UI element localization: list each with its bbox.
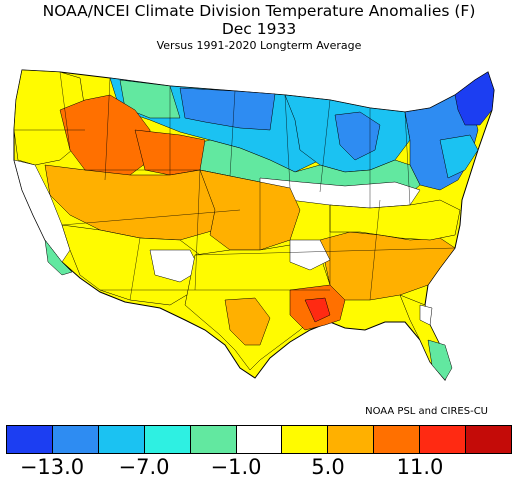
region-texas-central [224,297,271,346]
region-delta [304,297,331,323]
scale-label-2: −1.0 [210,455,262,479]
region-georgia-coast [419,304,433,326]
scale-swatch-4 [190,426,237,453]
region-southeast [319,231,456,301]
region-southwest [61,224,201,306]
scale-swatch-0 [7,426,53,453]
region-appalachia [329,199,461,241]
map-title: NOAA/NCEI Climate Division Temperature A… [42,2,476,20]
scale-label-3: 5.0 [311,455,345,479]
color-scale-bar [6,425,512,454]
scale-swatch-5 [236,426,283,453]
scale-swatch-2 [98,426,145,453]
region-florida-peninsula [427,339,453,381]
scale-swatch-6 [282,426,329,453]
scale-swatch-1 [52,426,99,453]
map-date: Dec 1933 [221,20,297,38]
region-pacific-northwest [13,69,86,166]
region-new-england-south [439,134,479,179]
scale-swatch-8 [374,426,421,453]
region-new-mexico-white [149,249,201,283]
scale-swatch-3 [144,426,191,453]
region-southern-california [44,239,73,276]
scale-label-0: −13.0 [19,455,85,479]
data-credit: NOAA PSL and CIRES-CU [365,406,488,417]
region-maine [454,71,495,126]
region-michigan [334,111,381,161]
scale-swatch-10 [466,426,511,453]
scale-label-1: −7.0 [118,455,170,479]
division-boundaries [14,71,456,301]
scale-swatch-7 [328,426,375,453]
region-north-dakota [179,87,276,131]
region-tennessee-white [289,239,331,271]
scale-label-4: 11.0 [396,455,444,479]
map-subtitle: Versus 1991-2020 Longterm Average [156,39,362,52]
us-climate-division-map [13,69,495,381]
scale-swatch-9 [420,426,467,453]
region-california [13,159,71,263]
